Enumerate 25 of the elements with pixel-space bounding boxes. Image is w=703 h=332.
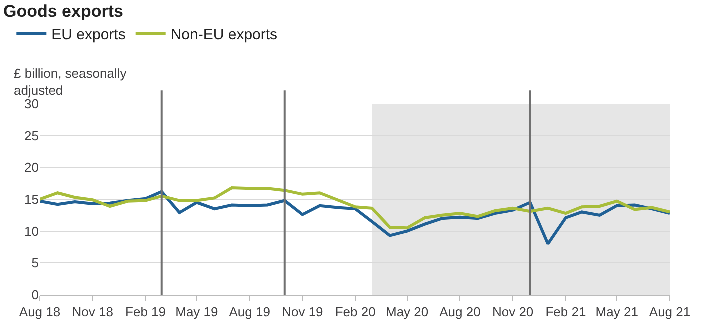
y-tick-label: 25 [24,128,39,144]
x-tick-label: Aug 18 [19,304,61,320]
x-tick-label: May 21 [596,304,638,320]
chart-title: Goods exports [4,2,124,21]
y-tick-label: 5 [32,256,39,271]
x-tick-label: Feb 20 [335,304,376,320]
y-tick-label: 10 [24,224,39,239]
x-tick-label: Aug 20 [440,304,481,320]
y-axis-title: £ billion, seasonally adjusted [14,66,128,98]
x-tick-label: Feb 21 [546,304,586,320]
y-tick-label: 30 [24,96,39,112]
line-series [40,186,670,230]
y-tick-label: 15 [24,192,39,208]
x-tick-label: Aug 21 [649,304,691,320]
y-tick-label: 0 [32,288,39,303]
x-tick-label: Nov 20 [492,304,534,320]
x-tick-label: Aug 19 [229,304,270,320]
x-tick-label: Nov 18 [72,304,114,320]
x-tick-label: Feb 19 [126,304,166,320]
x-tick-label: Nov 19 [282,304,324,320]
x-tick-label: May 19 [176,304,218,320]
legend-label: Non-EU exports [170,26,278,44]
y-tick-label: 20 [24,160,39,176]
legend-label: EU exports [52,26,126,44]
x-tick-label: May 20 [386,304,429,320]
